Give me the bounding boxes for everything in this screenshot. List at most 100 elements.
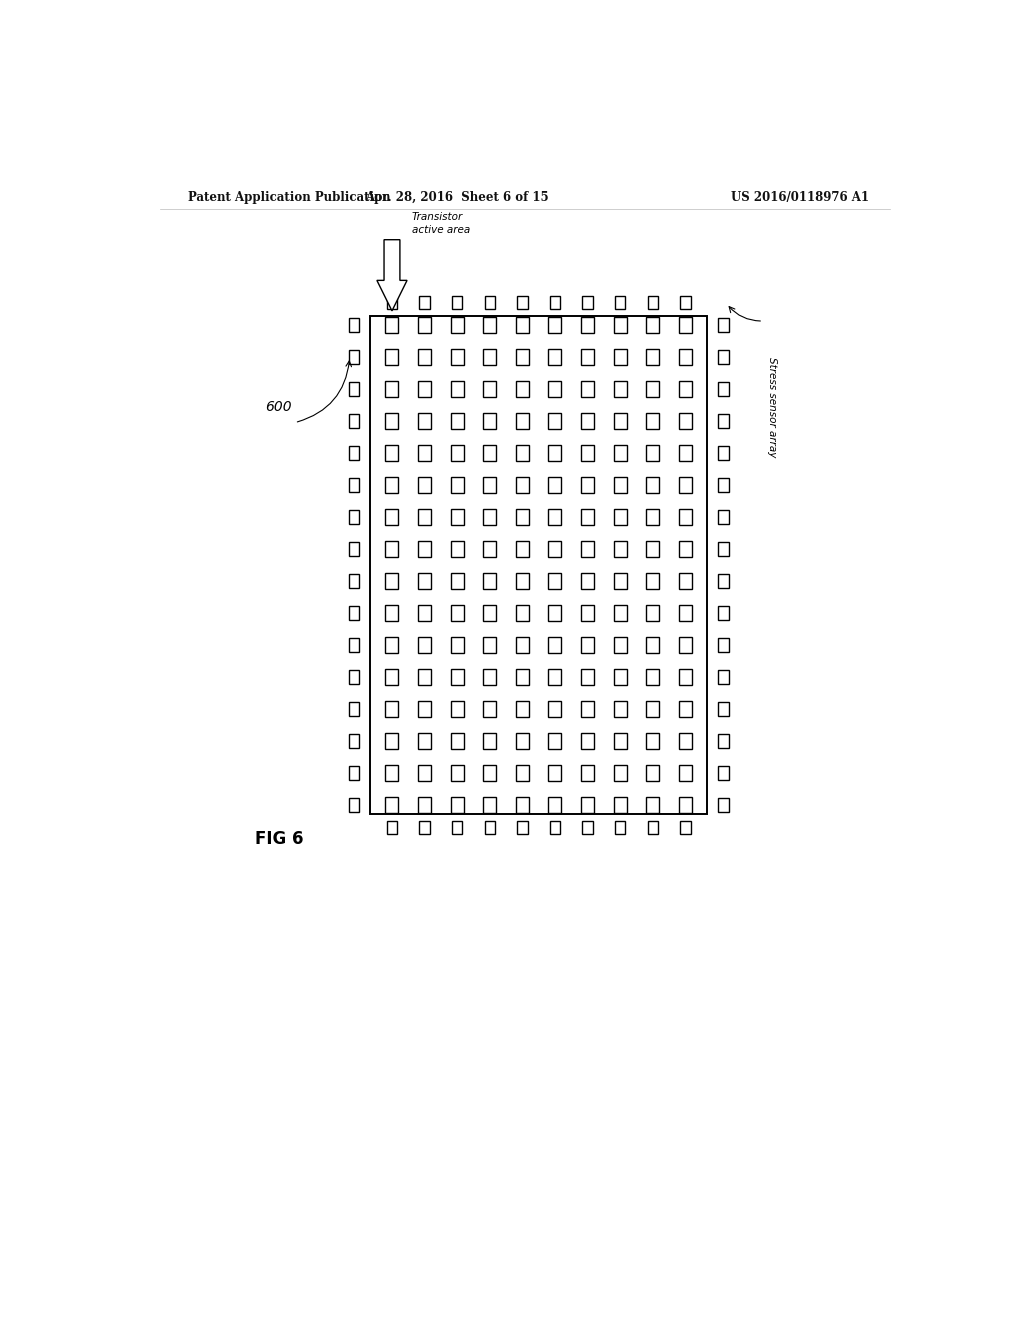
Bar <box>349 767 359 780</box>
Bar <box>349 574 359 587</box>
Bar <box>613 733 627 750</box>
Bar <box>679 701 692 717</box>
Bar <box>420 821 430 834</box>
Bar <box>451 477 464 494</box>
Bar <box>679 477 692 494</box>
Bar <box>679 669 692 685</box>
Bar <box>679 573 692 589</box>
Bar <box>613 508 627 525</box>
Bar <box>718 543 729 556</box>
Bar <box>646 797 659 813</box>
Bar <box>516 317 528 333</box>
Bar <box>615 821 626 834</box>
Bar <box>451 573 464 589</box>
Bar <box>718 606 729 619</box>
Bar <box>385 445 398 461</box>
Bar <box>483 636 497 653</box>
Bar <box>516 413 528 429</box>
Bar <box>581 317 594 333</box>
Bar <box>613 797 627 813</box>
Bar <box>613 413 627 429</box>
Bar <box>451 348 464 366</box>
Bar <box>581 508 594 525</box>
Bar <box>484 821 495 834</box>
Text: Apr. 28, 2016  Sheet 6 of 15: Apr. 28, 2016 Sheet 6 of 15 <box>366 190 549 203</box>
Bar <box>583 821 593 834</box>
Bar <box>516 508 528 525</box>
Text: 600: 600 <box>265 400 292 414</box>
Bar <box>385 733 398 750</box>
Text: Transistor
active area: Transistor active area <box>412 213 470 235</box>
Bar <box>646 445 659 461</box>
Bar <box>418 380 431 397</box>
Bar <box>718 511 729 524</box>
Bar <box>581 573 594 589</box>
Bar <box>349 511 359 524</box>
Bar <box>583 296 593 309</box>
Bar <box>349 383 359 396</box>
Bar <box>349 350 359 363</box>
Bar <box>418 764 431 781</box>
Bar <box>581 669 594 685</box>
Bar <box>385 508 398 525</box>
Bar <box>646 573 659 589</box>
Bar <box>483 764 497 781</box>
Bar <box>718 446 729 459</box>
Bar <box>718 767 729 780</box>
Bar <box>679 636 692 653</box>
Bar <box>679 317 692 333</box>
Bar <box>418 445 431 461</box>
Bar <box>370 315 708 814</box>
Bar <box>647 821 658 834</box>
Bar <box>549 541 561 557</box>
Bar <box>718 734 729 747</box>
Bar <box>420 296 430 309</box>
Bar <box>483 508 497 525</box>
Bar <box>483 477 497 494</box>
Bar <box>418 541 431 557</box>
Bar <box>718 671 729 684</box>
Bar <box>718 414 729 428</box>
Bar <box>581 701 594 717</box>
Bar <box>581 605 594 622</box>
Bar <box>451 508 464 525</box>
Bar <box>385 477 398 494</box>
Bar <box>451 733 464 750</box>
Bar <box>550 821 560 834</box>
Bar <box>451 317 464 333</box>
Bar <box>451 669 464 685</box>
Bar <box>516 669 528 685</box>
Bar <box>385 413 398 429</box>
Bar <box>550 296 560 309</box>
Bar <box>646 764 659 781</box>
Bar <box>613 669 627 685</box>
Bar <box>451 636 464 653</box>
Bar <box>549 508 561 525</box>
Text: FIG 6: FIG 6 <box>255 830 303 849</box>
Bar <box>484 296 495 309</box>
Bar <box>615 296 626 309</box>
Bar <box>613 445 627 461</box>
Bar <box>581 797 594 813</box>
Bar <box>483 573 497 589</box>
Bar <box>613 541 627 557</box>
Bar <box>483 701 497 717</box>
Bar <box>387 821 397 834</box>
Bar <box>679 733 692 750</box>
Bar <box>613 764 627 781</box>
Bar <box>549 636 561 653</box>
Bar <box>549 573 561 589</box>
Bar <box>451 380 464 397</box>
Bar <box>613 348 627 366</box>
Bar <box>349 478 359 491</box>
Bar <box>385 380 398 397</box>
Bar <box>349 446 359 459</box>
Bar <box>581 477 594 494</box>
Bar <box>646 380 659 397</box>
Bar <box>483 541 497 557</box>
Bar <box>679 348 692 366</box>
Bar <box>516 477 528 494</box>
Bar <box>516 701 528 717</box>
Bar <box>613 701 627 717</box>
Bar <box>418 508 431 525</box>
